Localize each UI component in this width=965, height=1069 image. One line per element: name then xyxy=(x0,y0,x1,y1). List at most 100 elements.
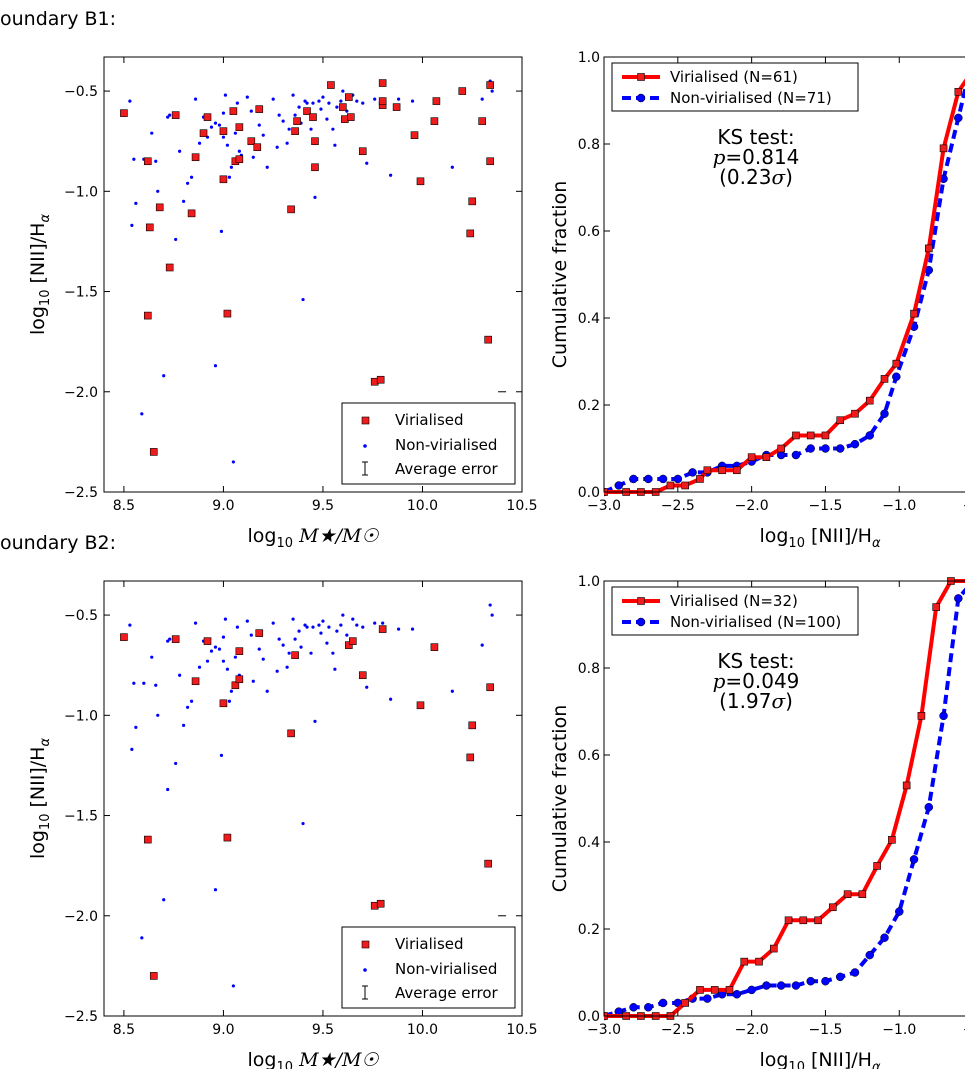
nonvirialised-point xyxy=(257,123,261,127)
nonvirialised-point xyxy=(277,113,281,117)
virialised-cdf-marker xyxy=(769,944,778,953)
nonvirialised-point xyxy=(162,898,166,902)
ks-p-number: =0.049 xyxy=(725,669,799,693)
y-tick-label: −0.5 xyxy=(64,84,98,100)
x-tick-label: −3.0 xyxy=(587,498,621,514)
nonvirialised-cdf-marker xyxy=(806,976,815,986)
virialised-cdf-marker xyxy=(954,88,963,96)
nonvirialised-point xyxy=(174,237,178,242)
scatter-frame xyxy=(103,56,523,493)
virialised-point xyxy=(410,131,419,139)
y-tick-label: −1.5 xyxy=(64,809,98,825)
virialised-cdf-marker xyxy=(892,359,901,368)
virialised-point xyxy=(291,651,299,659)
nonvirialised-point xyxy=(261,657,265,661)
nonvirialised-point xyxy=(166,787,170,792)
nonvirialised-point xyxy=(321,619,325,623)
y-tick-label: −1.0 xyxy=(64,708,98,724)
y-tick-label: −2.5 xyxy=(64,485,98,501)
scatter-plot: 8.5 9.0 9.5 10.0 10.5 −0.5 −1.0 −1.5 −2.0 −2.5 log… xyxy=(27,56,538,551)
virialised-cdf-marker xyxy=(910,309,918,318)
nonvirialised-point xyxy=(166,639,170,643)
ks-sigma-symbol: σ xyxy=(771,689,786,713)
x-tick-label: −2.5 xyxy=(661,1022,695,1038)
x-axis-label: log10 M★/M☉ xyxy=(248,525,380,551)
nonvirialised-point xyxy=(221,635,226,639)
nonvirialised-point xyxy=(249,109,253,113)
nonvirialised-point xyxy=(321,95,325,99)
nonvirialised-point xyxy=(233,131,237,135)
y-tick-label: 0.8 xyxy=(578,137,600,153)
virialised-point xyxy=(430,117,439,125)
virialised-point xyxy=(120,109,128,117)
nonvirialised-point xyxy=(193,97,198,101)
nonvirialised-point xyxy=(209,125,214,129)
virialised-point xyxy=(430,643,439,651)
nonvirialised-point xyxy=(331,127,335,131)
nonvirialised-point xyxy=(285,141,289,145)
nonvirialised-point xyxy=(450,689,454,693)
nonvirialised-point xyxy=(389,173,393,177)
legend-virialised-swatch xyxy=(361,416,370,425)
virialised-point xyxy=(293,117,301,125)
nonvirialised-cdf-marker xyxy=(688,468,697,477)
virialised-cdf-marker xyxy=(806,431,815,440)
nonvirialised-point xyxy=(205,659,210,663)
legend-nonvirialised-label: Non-virialised xyxy=(395,960,497,978)
nonvirialised-point xyxy=(275,145,279,149)
virialised-cdf-marker xyxy=(843,890,852,899)
nonvirialised-point xyxy=(297,629,301,633)
virialised-cdf-line xyxy=(604,579,965,1018)
nonvirialised-cdf-marker xyxy=(880,933,889,942)
virialised-cdf-marker xyxy=(784,916,793,925)
x-tick-label: 9.0 xyxy=(212,498,234,514)
nonvirialised-point xyxy=(168,637,172,641)
nonvirialised-point xyxy=(128,99,132,103)
legend-virialised-marker xyxy=(637,73,645,81)
virialised-cdf-marker xyxy=(747,453,756,462)
nonvirialised-point xyxy=(313,719,317,723)
virialised-point xyxy=(392,103,401,111)
nonvirialised-point xyxy=(265,689,269,693)
virialised-point xyxy=(231,681,240,690)
nonvirialised-point xyxy=(351,617,355,621)
ks-sigma-close: ) xyxy=(785,689,793,713)
nonvirialised-point xyxy=(219,753,224,758)
nonvirialised-point xyxy=(217,123,222,127)
virialised-point xyxy=(458,87,467,95)
nonvirialised-point xyxy=(221,659,226,663)
nonvirialised-cdf-marker xyxy=(703,994,712,1003)
nonvirialised-point xyxy=(373,621,377,625)
virialised-cdf-marker xyxy=(710,986,719,994)
nonvirialised-cdf-marker xyxy=(954,594,963,603)
virialised-point xyxy=(287,729,295,738)
nonvirialised-point xyxy=(339,99,343,103)
nonvirialised-cdf-line xyxy=(604,587,965,1018)
ks-p-number: =0.814 xyxy=(725,145,799,169)
virialised-point xyxy=(255,105,264,113)
nonvirialised-point xyxy=(219,229,224,234)
nonvirialised-point xyxy=(209,649,214,653)
nonvirialised-cdf-marker xyxy=(791,981,801,990)
nonvirialised-cdf-marker xyxy=(880,409,889,418)
ks-p-symbol: p xyxy=(713,669,726,693)
nonvirialised-point xyxy=(335,629,339,633)
x-label-sub: 10 xyxy=(788,536,805,551)
nonvirialised-point xyxy=(150,655,154,659)
virialised-point xyxy=(466,753,475,762)
x-label-greek: α xyxy=(872,536,881,551)
virialised-point xyxy=(484,859,492,868)
nonvirialised-cdf-marker xyxy=(644,474,653,484)
x-label-log: log xyxy=(248,525,277,547)
y-tick-label: 0.8 xyxy=(578,661,600,677)
nonvirialised-cdf-marker xyxy=(776,981,786,990)
y-tick-label: −2.5 xyxy=(64,1009,98,1025)
x-label-log: log xyxy=(759,525,788,547)
y-tick-label: 1.0 xyxy=(578,574,600,590)
nonvirialised-point xyxy=(197,665,202,669)
nonvirialised-point xyxy=(189,175,194,179)
nonvirialised-cdf-marker xyxy=(924,802,934,812)
y-tick-label: 0.4 xyxy=(578,835,600,851)
virialised-cdf-marker xyxy=(873,862,881,870)
ks-p-value: p=0.814 xyxy=(713,145,800,169)
